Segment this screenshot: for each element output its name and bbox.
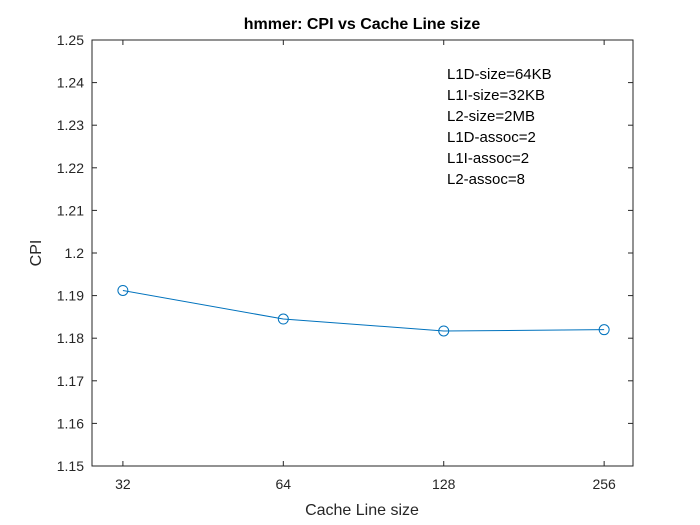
y-tick-label: 1.18 [57,330,84,346]
annotation-line: L1D-size=64KB [447,66,552,83]
y-tick-label: 1.16 [57,415,84,431]
annotation-line: L2-assoc=8 [447,171,525,188]
y-tick-label: 1.24 [57,75,84,91]
y-tick-label: 1.25 [57,32,84,48]
x-ticks: 32 64 128 256 [115,40,616,492]
y-tick-label: 1.23 [57,117,84,133]
y-tick-label: 1.21 [57,202,84,218]
y-tick-label: 1.2 [65,245,85,261]
series-line [122,289,605,332]
annotation-box: L1D-size=64KB L1I-size=32KB L2-size=2MB L1D… [447,66,552,188]
x-tick-label: 256 [592,476,616,492]
y-tick-label: 1.17 [57,373,84,389]
y-tick-label: 1.19 [57,288,84,304]
chart-title: hmmer: CPI vs Cache Line size [244,16,481,33]
x-tick-label: 32 [115,476,131,492]
data-point-marker [117,284,129,296]
annotation-line: L1D-assoc=2 [447,129,536,146]
y-tick-label: 1.22 [57,160,84,176]
x-axis-title: Cache Line size [305,502,419,519]
series-group [117,284,610,337]
annotation-line: L2-size=2MB [447,108,535,125]
annotation-line: L1I-assoc=2 [447,150,529,167]
plot-area [91,39,634,467]
x-tick-label: 128 [432,476,456,492]
data-point-marker [438,325,450,337]
y-ticks: 1.15 1.16 1.17 1.18 1.19 1.2 1.21 1.22 1.23 1.24 1… [57,32,633,474]
y-tick-label: 1.15 [57,458,84,474]
annotation-line: L1I-size=32KB [447,87,545,104]
x-tick-label: 64 [276,476,292,492]
data-point-marker [598,324,610,336]
y-axis-title: CPI [28,240,45,267]
data-point-marker [277,313,289,325]
